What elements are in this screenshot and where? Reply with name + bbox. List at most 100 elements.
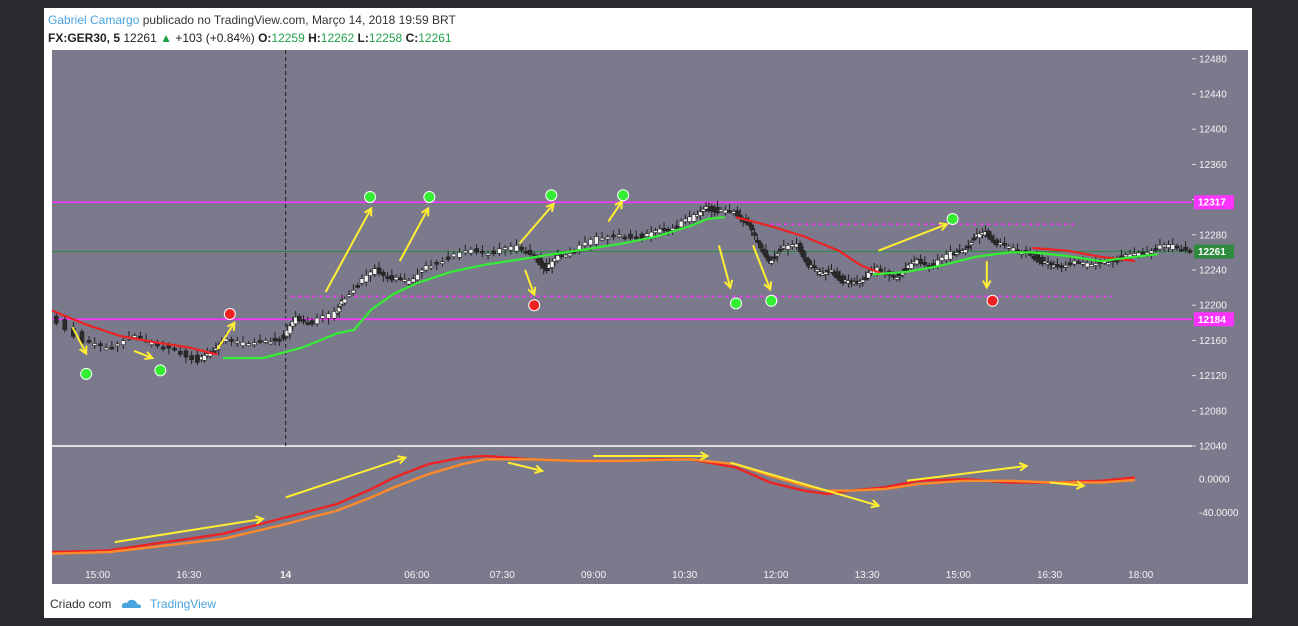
candle-body <box>1076 261 1082 264</box>
candle-body <box>829 269 834 273</box>
candle-body <box>272 337 278 342</box>
x-tick-label: 18:00 <box>1128 570 1153 581</box>
candle-body <box>1063 264 1069 268</box>
last-price: 12261 <box>123 31 157 45</box>
candle-body <box>563 254 569 258</box>
candle-body <box>599 237 605 241</box>
candle-body <box>797 242 803 253</box>
candle-body <box>674 225 680 229</box>
signal-marker[interactable] <box>154 364 167 377</box>
annotation-arrow <box>133 350 153 359</box>
ema-red-line <box>735 216 885 276</box>
price-axis[interactable] <box>1192 50 1248 562</box>
price-pane[interactable] <box>52 50 1192 446</box>
x-tick-label: 09:00 <box>581 570 606 581</box>
price-badge <box>1194 244 1234 259</box>
oscillator-arrow-head <box>397 455 408 465</box>
annotation-arrow <box>524 269 536 295</box>
candle-body <box>1055 264 1060 268</box>
candle-body <box>555 255 561 262</box>
candle-body <box>703 206 709 210</box>
candle-body <box>616 234 622 238</box>
candle-body <box>402 279 407 282</box>
candle-body <box>98 343 103 347</box>
candle-body <box>381 271 386 277</box>
candle-body <box>1183 246 1188 251</box>
candle-body <box>372 268 378 275</box>
oscillator-arrow <box>285 456 406 499</box>
annotation-arrow-head <box>226 321 236 331</box>
candle-body <box>189 355 194 361</box>
signal-marker[interactable] <box>80 367 93 380</box>
tradingview-brand[interactable]: TradingView <box>150 597 217 611</box>
oscillator-line <box>51 458 1136 555</box>
y-tick-label: 12480 <box>1199 54 1227 65</box>
candle-body <box>86 340 92 343</box>
candle-body <box>336 307 342 313</box>
candle-body <box>1042 260 1048 264</box>
annotation-arrow <box>71 326 88 355</box>
price-badge-label: 12184 <box>1198 315 1226 326</box>
oscillator-arrow-head <box>255 515 265 525</box>
candle-body <box>376 267 382 274</box>
candle-body <box>457 252 462 258</box>
price-badge <box>1194 195 1234 210</box>
candle-body <box>202 355 207 361</box>
x-tick-label: 12:00 <box>763 570 788 581</box>
candle-body <box>445 256 451 260</box>
signal-marker[interactable] <box>765 294 778 307</box>
candle-body <box>814 269 820 272</box>
footer: Criado com TradingView <box>50 597 216 611</box>
annotation-arrow <box>607 200 623 223</box>
signal-marker[interactable] <box>423 190 436 203</box>
oscillator-arrow-head <box>699 451 710 461</box>
candle-body <box>698 211 703 216</box>
candle-body <box>326 313 331 319</box>
candle-body <box>789 244 795 247</box>
candle-body <box>389 275 395 281</box>
annotation-arrow-head <box>527 286 537 297</box>
candle-body <box>954 252 960 255</box>
signal-marker[interactable] <box>986 294 999 307</box>
candle-body <box>1059 265 1064 268</box>
candle-body <box>1170 244 1176 250</box>
high-value: 12262 <box>320 31 355 45</box>
candle-body <box>519 246 524 251</box>
signal-marker[interactable] <box>617 189 630 202</box>
oscillator-arrow-head <box>534 464 545 474</box>
annotation-arrow-head <box>545 202 555 213</box>
candle-body <box>661 227 667 231</box>
candle-body <box>268 341 274 345</box>
candle-body <box>177 351 183 355</box>
candle-body <box>155 343 160 347</box>
candle-body <box>508 246 514 251</box>
y-tick-label: 12240 <box>1199 266 1227 277</box>
candle-body <box>276 338 282 342</box>
y-tick-label: 12280 <box>1199 230 1227 241</box>
author-name[interactable]: Gabriel Camargo <box>48 13 140 27</box>
candle-body <box>1089 264 1094 267</box>
x-tick-label: 15:00 <box>85 570 110 581</box>
oscillator-pane[interactable] <box>52 446 1192 562</box>
candle-body <box>891 274 896 278</box>
close-label: C: <box>405 31 419 45</box>
candle-body <box>1034 254 1039 261</box>
candle-body <box>1179 248 1184 252</box>
candle-body <box>988 235 994 240</box>
signal-marker[interactable] <box>730 297 742 310</box>
oscillator-arrow-head <box>1018 462 1029 472</box>
candle-body <box>860 279 866 283</box>
signal-marker[interactable] <box>946 212 959 225</box>
signal-marker[interactable] <box>364 190 377 203</box>
candle-body <box>172 347 177 351</box>
signal-marker[interactable] <box>223 308 236 320</box>
oscillator-arrow <box>906 464 1027 482</box>
candle-body <box>363 274 369 283</box>
candle-body <box>1187 250 1193 253</box>
time-axis[interactable] <box>52 562 1248 584</box>
signal-marker[interactable] <box>528 299 541 312</box>
candle-body <box>977 233 982 239</box>
signal-marker[interactable] <box>545 189 558 202</box>
candle-body <box>723 209 728 214</box>
